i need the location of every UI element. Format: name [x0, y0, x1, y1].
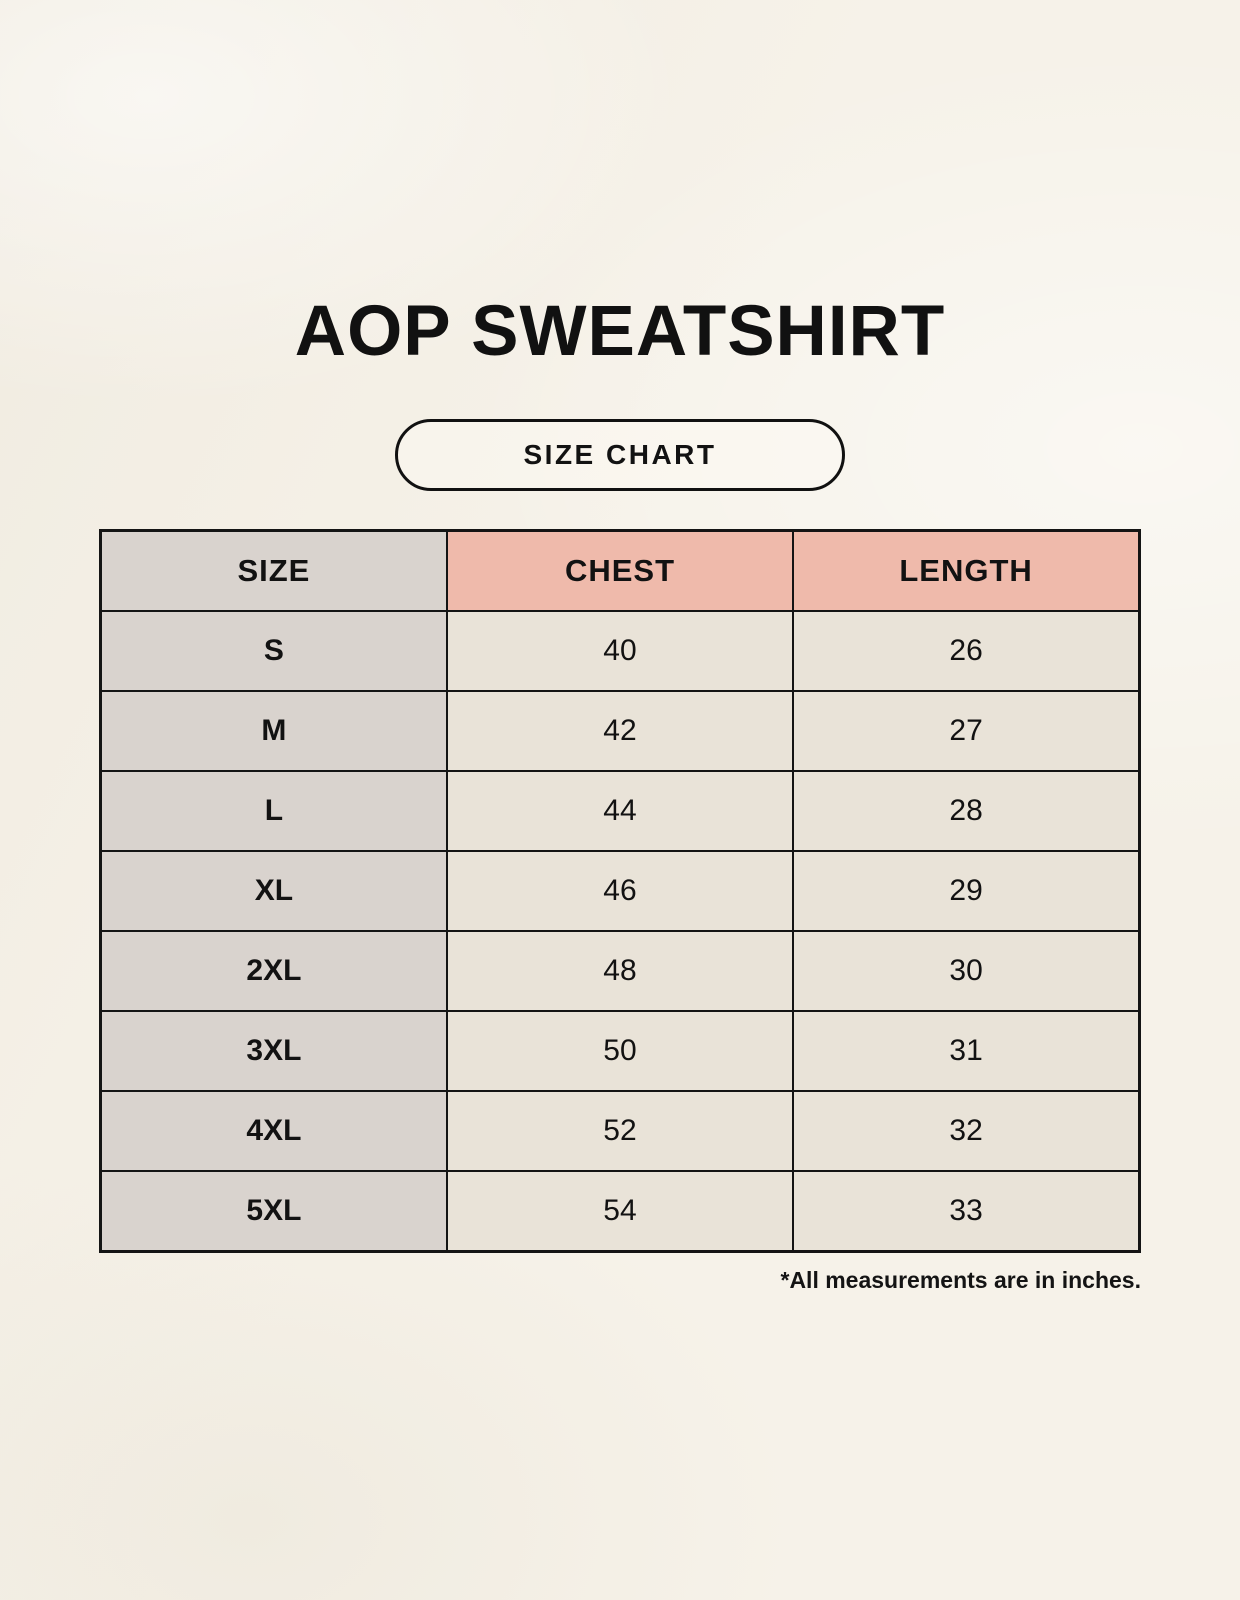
table-row: 5XL 54 33	[99, 1170, 1141, 1253]
size-cell: 5XL	[99, 1170, 448, 1253]
length-cell: 30	[792, 930, 1141, 1012]
chest-cell: 46	[445, 850, 795, 932]
size-cell: 2XL	[99, 930, 448, 1012]
size-cell: 4XL	[99, 1090, 448, 1172]
length-cell: 33	[792, 1170, 1141, 1253]
length-cell: 28	[792, 770, 1141, 852]
chest-cell: 52	[445, 1090, 795, 1172]
header-row: SIZE CHEST LENGTH	[99, 529, 1141, 612]
length-cell: 27	[792, 690, 1141, 772]
chest-cell: 44	[445, 770, 795, 852]
size-cell: S	[99, 610, 448, 692]
length-cell: 29	[792, 850, 1141, 932]
size-chart-badge-label: SIZE CHART	[523, 439, 717, 470]
column-header-size: SIZE	[99, 529, 448, 612]
table-row: 2XL 48 30	[99, 930, 1141, 1012]
size-table-container: SIZE CHEST LENGTH S 40 26 M 42 27 L 44 28 XL 46 29 2…	[99, 529, 1141, 1253]
size-cell: M	[99, 690, 448, 772]
size-table-body: S 40 26 M 42 27 L 44 28 XL 46 29 2XL 48 30 3XL 50 31 4XL 52…	[99, 610, 1141, 1253]
length-cell: 26	[792, 610, 1141, 692]
length-cell: 31	[792, 1010, 1141, 1092]
page-title: AOP SWEATSHIRT	[294, 292, 946, 371]
table-row: L 44 28	[99, 770, 1141, 852]
table-row: 3XL 50 31	[99, 1010, 1141, 1092]
size-cell: L	[99, 770, 448, 852]
table-row: XL 46 29	[99, 850, 1141, 932]
table-row: M 42 27	[99, 690, 1141, 772]
size-table-header: SIZE CHEST LENGTH	[99, 529, 1141, 612]
column-header-chest: CHEST	[445, 529, 795, 612]
chest-cell: 54	[445, 1170, 795, 1253]
measurements-footnote: *All measurements are in inches.	[780, 1267, 1142, 1293]
table-row: 4XL 52 32	[99, 1090, 1141, 1172]
chest-cell: 42	[445, 690, 795, 772]
table-row: S 40 26	[99, 610, 1141, 692]
size-cell: XL	[99, 850, 448, 932]
chest-cell: 40	[445, 610, 795, 692]
size-chart-badge: SIZE CHART	[395, 419, 845, 491]
chest-cell: 50	[445, 1010, 795, 1092]
size-cell: 3XL	[99, 1010, 448, 1092]
chest-cell: 48	[445, 930, 795, 1012]
column-header-length: LENGTH	[792, 529, 1141, 612]
size-table: SIZE CHEST LENGTH S 40 26 M 42 27 L 44 28 XL 46 29 2…	[99, 529, 1141, 1253]
length-cell: 32	[792, 1090, 1141, 1172]
